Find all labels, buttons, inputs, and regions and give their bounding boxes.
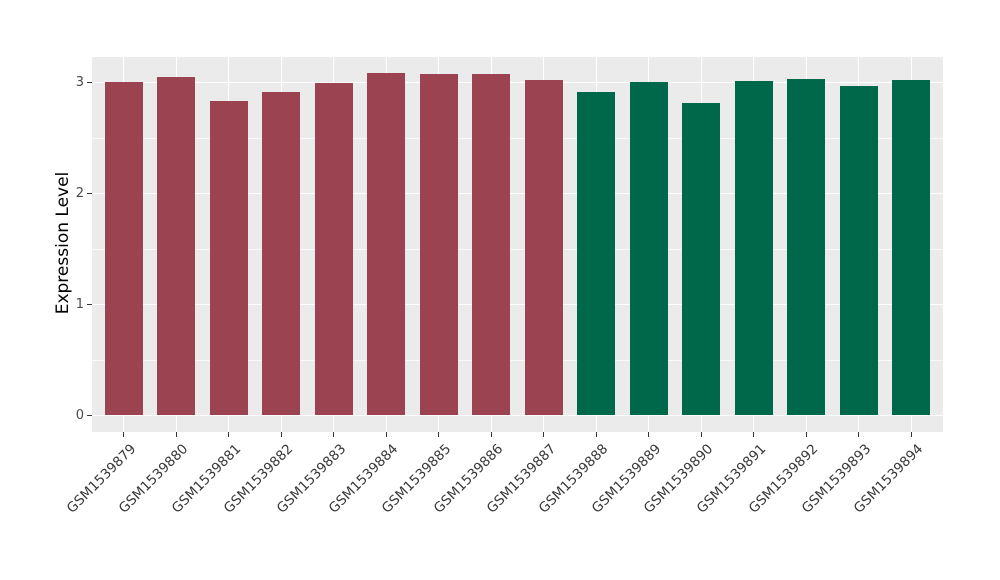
x-tick-mark	[280, 432, 282, 437]
major-gridline-h	[92, 414, 943, 416]
y-tick-mark	[87, 303, 92, 305]
y-axis-title-text: Expression Level	[53, 171, 73, 315]
x-tick-mark	[753, 432, 755, 437]
bar-GSM1539882	[262, 91, 301, 415]
bar-GSM1539887	[524, 79, 563, 415]
y-tick-label: 3	[75, 75, 84, 91]
x-tick-mark	[228, 432, 230, 437]
bar-GSM1539889	[629, 81, 668, 415]
bar-GSM1539886	[472, 74, 511, 415]
x-tick-mark	[543, 432, 545, 437]
major-gridline-h	[92, 193, 943, 195]
bar-GSM1539888	[577, 91, 616, 415]
bar-GSM1539890	[682, 102, 721, 415]
minor-gridline-h	[92, 248, 943, 250]
major-gridline-h	[92, 82, 943, 84]
x-tick-mark	[805, 432, 807, 437]
y-tick-mark	[87, 193, 92, 195]
bar-GSM1539884	[367, 73, 406, 415]
major-gridline-h	[92, 303, 943, 305]
bar-GSM1539893	[839, 86, 878, 415]
x-tick-mark	[648, 432, 650, 437]
x-tick-mark	[123, 432, 124, 437]
bar-GSM1539883	[314, 82, 353, 415]
x-tick-mark	[175, 432, 177, 437]
x-tick-mark	[858, 432, 860, 437]
minor-gridline-h	[92, 138, 943, 140]
bar-GSM1539885	[419, 74, 458, 415]
x-tick-mark	[910, 432, 912, 437]
x-tick-mark	[700, 432, 702, 437]
y-tick-mark	[87, 414, 92, 416]
minor-gridline-h	[92, 359, 943, 361]
x-tick-mark	[490, 432, 492, 437]
x-tick-mark	[333, 432, 335, 437]
y-tick-label: 0	[75, 407, 84, 423]
bar-GSM1539891	[734, 80, 773, 415]
x-tick-mark	[595, 432, 597, 437]
y-tick-mark	[87, 82, 92, 84]
y-tick-label: 1	[75, 296, 84, 312]
bar-GSM1539881	[209, 100, 248, 415]
bar-GSM1539879	[104, 81, 143, 415]
bar-GSM1539892	[787, 78, 826, 415]
bar-GSM1539880	[157, 77, 196, 415]
x-tick-mark	[438, 432, 440, 437]
plot-panel	[92, 57, 943, 432]
y-tick-label: 2	[75, 186, 84, 202]
x-tick-mark	[385, 432, 387, 437]
bar-GSM1539894	[892, 79, 931, 415]
